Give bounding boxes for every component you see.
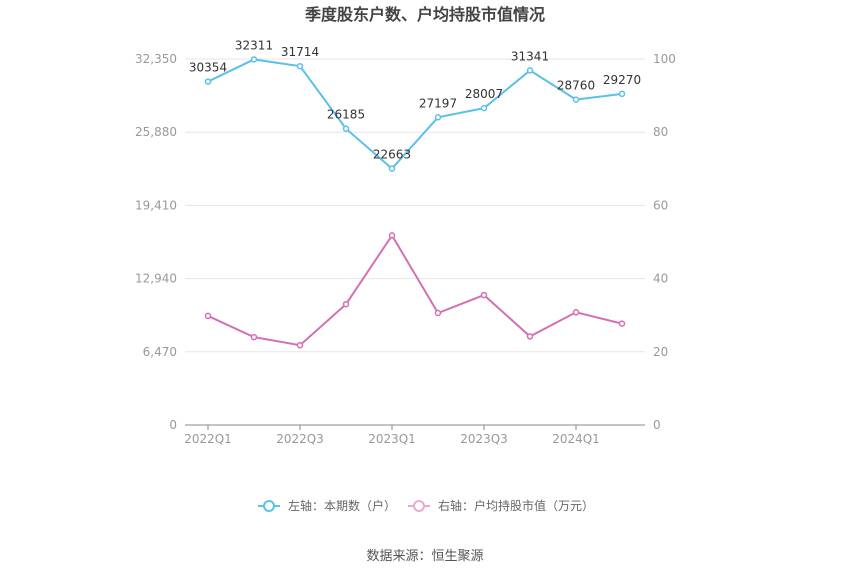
data-point xyxy=(388,165,396,172)
data-point xyxy=(526,67,534,74)
y-right-tick-label: 0 xyxy=(653,418,661,432)
data-point xyxy=(204,312,212,320)
data-point xyxy=(572,96,580,103)
data-point xyxy=(434,114,442,121)
data-point xyxy=(342,125,350,132)
data-label: 22663 xyxy=(373,148,411,162)
x-tick-label: 2022Q3 xyxy=(276,432,324,446)
data-point xyxy=(296,341,304,349)
data-point xyxy=(618,320,626,327)
data-point xyxy=(296,62,304,70)
y-right-tick-label: 100 xyxy=(653,52,676,66)
data-label: 30354 xyxy=(189,61,227,75)
data-label: 31714 xyxy=(281,45,319,59)
data-label: 28007 xyxy=(465,87,503,101)
legend-marker xyxy=(263,500,275,512)
grid-lines xyxy=(185,58,645,353)
y-left-tick-label: 6,470 xyxy=(143,345,177,359)
y-left-tick-label: 32,350 xyxy=(135,52,177,66)
data-label: 28760 xyxy=(557,79,595,93)
legend-label: 右轴：户均持股市值（万元） xyxy=(438,498,594,513)
data-source: 数据来源：恒生聚源 xyxy=(366,549,483,564)
data-point xyxy=(572,309,580,316)
axes: 0 0 6,470 20 12,940 40 19,410 60 25,880 80 32,350 1… xyxy=(135,52,676,446)
series-line-1 xyxy=(207,58,623,170)
x-tick-label: 2022Q1 xyxy=(184,432,232,446)
data-point xyxy=(342,300,350,308)
data-label: 26185 xyxy=(327,108,365,122)
series xyxy=(204,56,626,349)
data-label: 32311 xyxy=(235,38,273,52)
y-left-tick-label: 0 xyxy=(169,418,177,432)
y-left-tick-label: 12,940 xyxy=(135,272,177,286)
data-point xyxy=(618,90,626,98)
data-point xyxy=(204,78,212,85)
data-point xyxy=(250,56,258,63)
x-tick-label: 2023Q3 xyxy=(460,432,508,446)
x-tick-label: 2024Q1 xyxy=(552,432,600,446)
data-point xyxy=(526,333,534,340)
y-right-tick-label: 80 xyxy=(653,125,668,139)
data-point xyxy=(480,291,488,299)
data-labels: 30354 32311 31714 26185 22663 27197 28007 31341… xyxy=(189,38,641,161)
legend-marker xyxy=(413,500,425,512)
y-right-tick-label: 60 xyxy=(653,198,668,212)
legend-label: 左轴：本期数（户） xyxy=(288,498,396,513)
data-label: 29270 xyxy=(603,73,641,87)
y-left-tick-label: 19,410 xyxy=(135,198,177,212)
data-point xyxy=(480,104,488,112)
legend: 左轴：本期数（户） 右轴：户均持股市值（万元） xyxy=(258,498,594,513)
chart-title: 季度股东户数、户均持股市值情况 xyxy=(304,5,545,24)
series-line-2 xyxy=(207,233,623,347)
data-point xyxy=(388,232,396,239)
x-tick-label: 2023Q1 xyxy=(368,432,416,446)
data-point xyxy=(250,333,258,341)
y-left-tick-label: 25,880 xyxy=(135,125,177,139)
y-right-tick-label: 20 xyxy=(653,345,668,359)
y-right-tick-label: 40 xyxy=(653,272,668,286)
data-label: 27197 xyxy=(419,96,457,110)
data-point xyxy=(434,309,442,317)
data-label: 31341 xyxy=(511,49,549,63)
